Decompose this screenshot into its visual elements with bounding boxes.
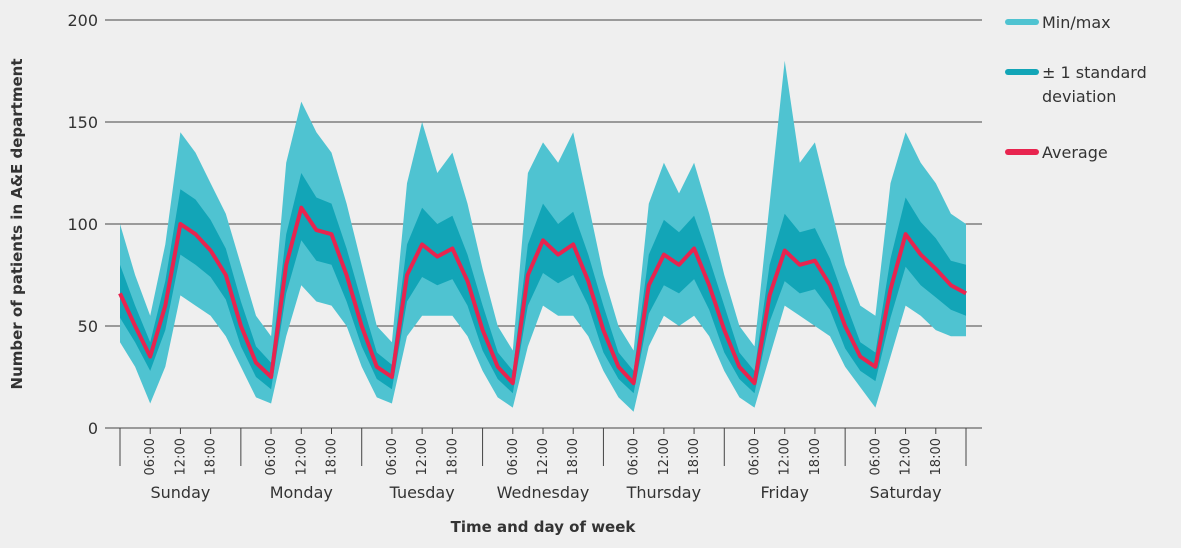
legend-label: Min/max [1042, 13, 1111, 32]
x-tick-label: 18:00 [566, 438, 581, 475]
x-tick-label: 18:00 [808, 438, 823, 475]
legend-line: ± 1 standard [1042, 63, 1147, 82]
day-label: Sunday [150, 483, 210, 502]
y-tick-label: 150 [67, 113, 98, 132]
x-tick-label: 12:00 [536, 438, 551, 475]
x-tick-label: 12:00 [657, 438, 672, 475]
legend-line: deviation [1042, 87, 1116, 106]
x-tick-label: 12:00 [899, 438, 914, 475]
legend-label: Average [1042, 143, 1108, 162]
x-tick-label: 06:00 [385, 438, 400, 475]
x-axis-title: Time and day of week [451, 518, 637, 536]
x-tick-label: 06:00 [627, 438, 642, 475]
day-label: Saturday [870, 483, 942, 502]
y-tick-label: 200 [67, 11, 98, 30]
y-axis-title: Number of patients in A&E department [8, 59, 26, 390]
x-tick-label: 18:00 [929, 438, 944, 475]
x-tick-label: 06:00 [143, 438, 158, 475]
band [120, 173, 966, 394]
x-tick-label: 12:00 [415, 438, 430, 475]
day-label: Monday [270, 483, 333, 502]
x-tick-label: 12:00 [778, 438, 793, 475]
x-tick-label: 18:00 [325, 438, 340, 475]
x-tick-label: 06:00 [506, 438, 521, 475]
y-tick-label: 50 [78, 317, 98, 336]
x-tick-label: 06:00 [264, 438, 279, 475]
day-label: Tuesday [389, 483, 455, 502]
x-tick-label: 18:00 [687, 438, 702, 475]
day-label: Friday [760, 483, 809, 502]
day-label: Thursday [626, 483, 701, 502]
x-tick-label: 18:00 [204, 438, 219, 475]
average-line [118, 205, 967, 386]
x-tick-label: 06:00 [868, 438, 883, 475]
x-tick-label: 06:00 [748, 438, 763, 475]
day-label: Wednesday [497, 483, 590, 502]
legend-label: ± 1 standard deviation [1042, 63, 1147, 106]
x-tick-label: 12:00 [294, 438, 309, 475]
x-tick-label: 12:00 [173, 438, 188, 475]
y-tick-label: 0 [88, 419, 98, 438]
y-tick-label: 100 [67, 215, 98, 234]
x-tick-label: 18:00 [445, 438, 460, 475]
